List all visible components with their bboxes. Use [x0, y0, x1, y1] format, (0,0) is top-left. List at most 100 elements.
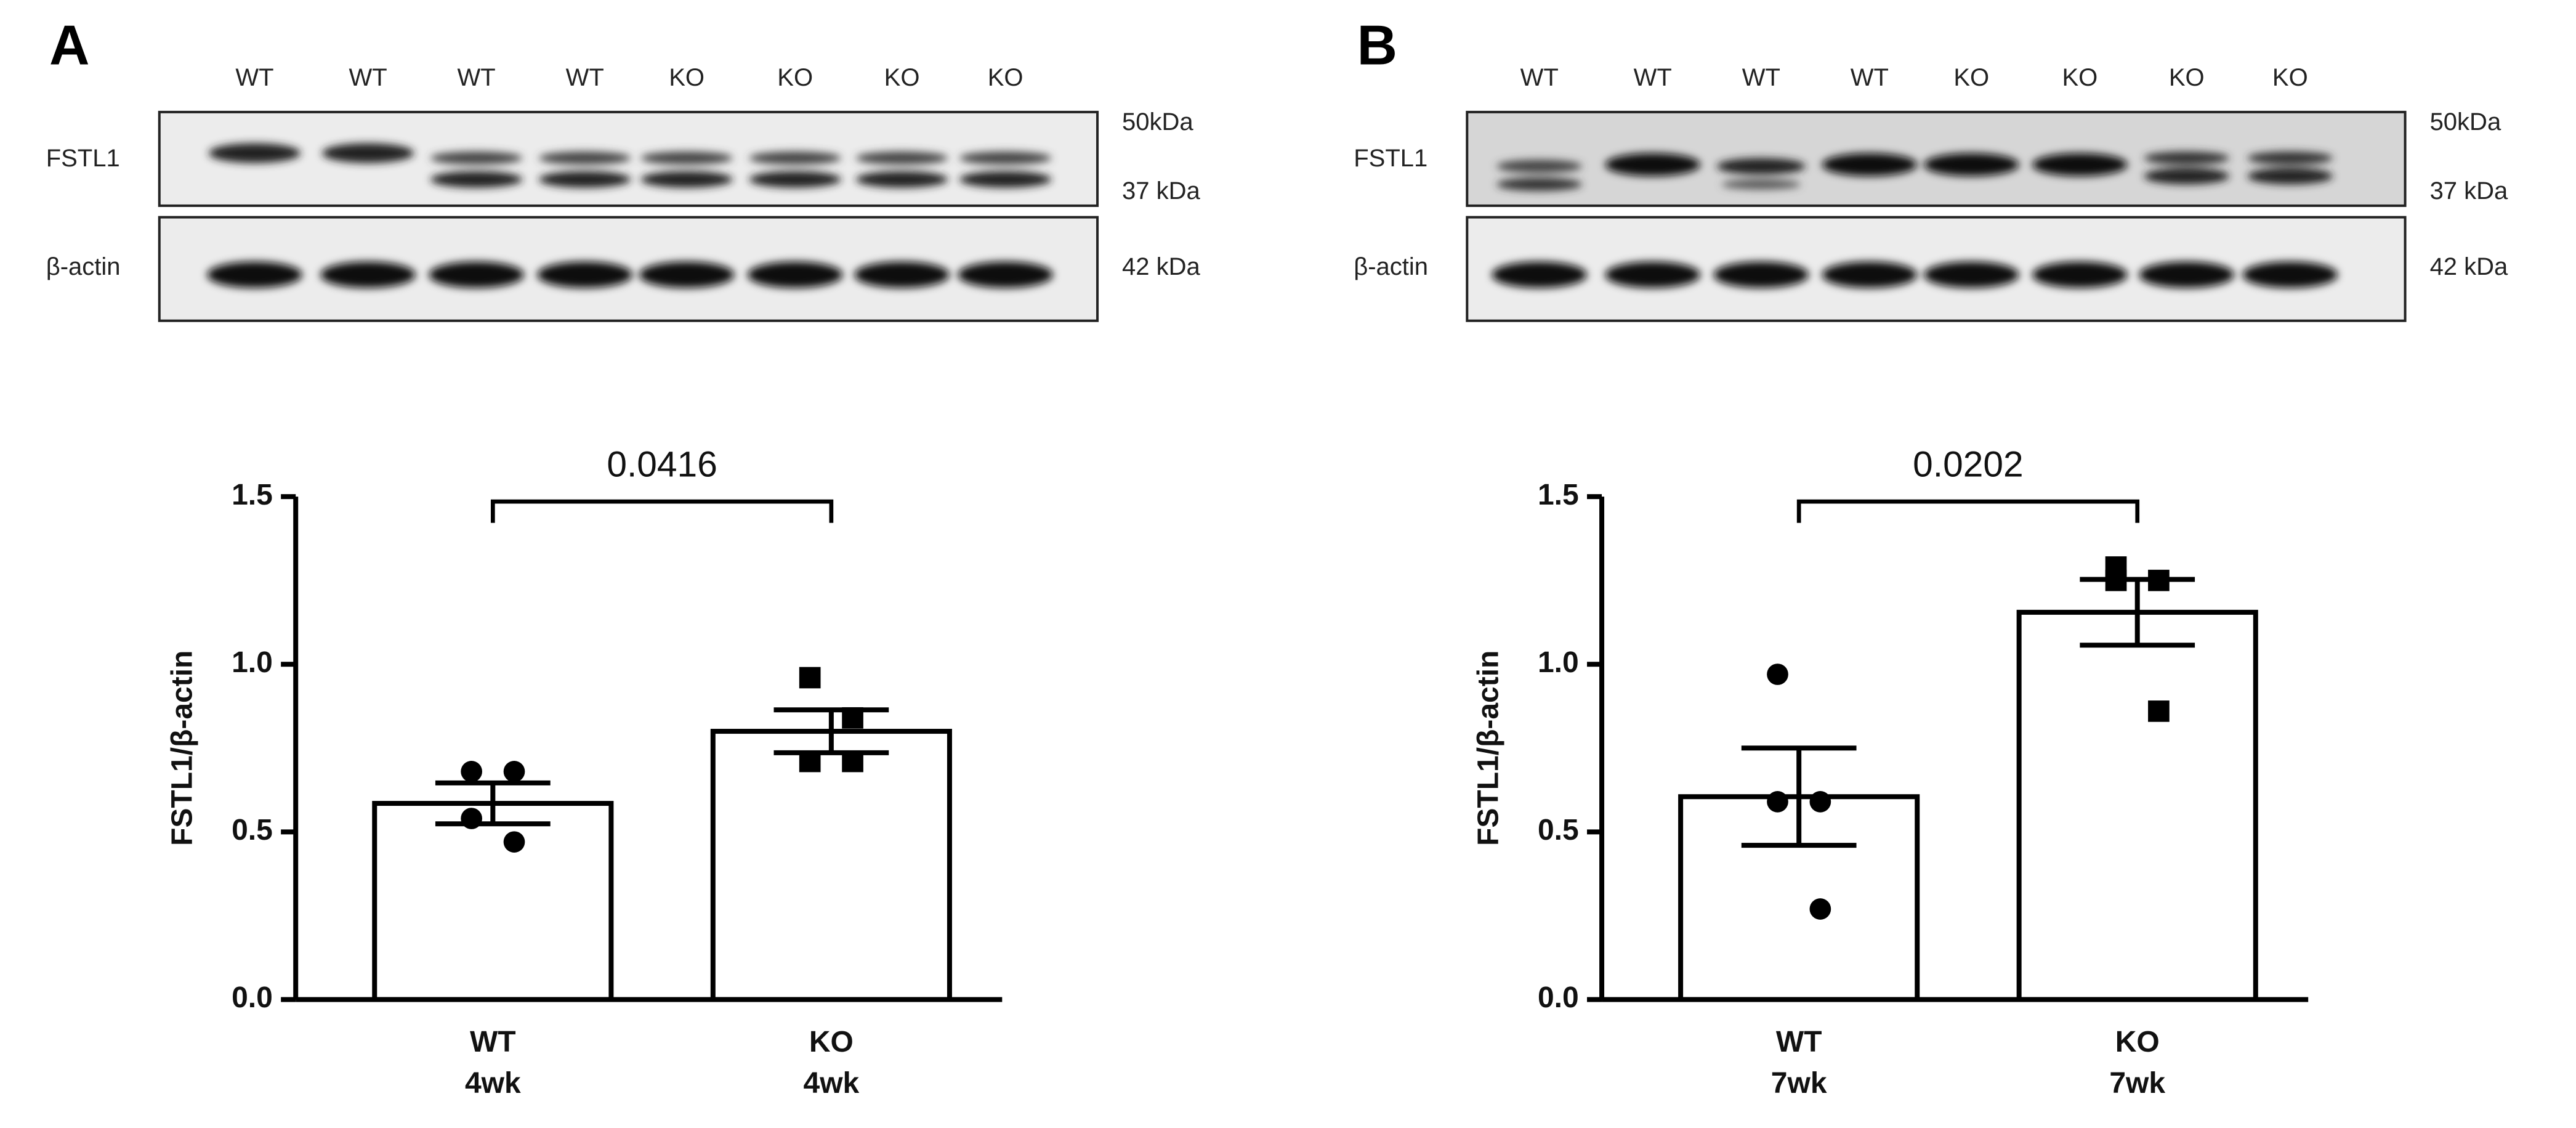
band: [1605, 261, 1701, 288]
band: [2032, 153, 2128, 176]
x-tick-label: KO: [809, 1026, 854, 1058]
y-tick-label: 0.5: [1538, 814, 1579, 846]
band: [2242, 261, 2338, 288]
lane-label: KO: [669, 64, 705, 91]
lane-label: KO: [2062, 64, 2098, 91]
band: [320, 261, 416, 288]
band: [855, 171, 948, 188]
band: [430, 171, 523, 188]
band: [1716, 158, 1806, 175]
error-bar: [1741, 745, 1857, 848]
band: [640, 151, 733, 165]
band: [430, 151, 523, 165]
marker-label: 42 kDa: [2430, 253, 2508, 280]
band: [640, 171, 733, 188]
data-point: [2148, 700, 2170, 722]
lane-label: KO: [777, 64, 813, 91]
y-tick-label: 0.0: [232, 981, 273, 1014]
band: [2144, 151, 2230, 165]
band: [1822, 261, 1918, 288]
data-point: [503, 831, 525, 853]
band: [2144, 168, 2230, 185]
data-point: [842, 707, 863, 729]
x-tick-label: 7wk: [1771, 1067, 1827, 1100]
data-point: [461, 808, 482, 829]
band: [749, 171, 841, 188]
data-point: [2148, 569, 2170, 591]
x-tick-label: 4wk: [804, 1067, 860, 1100]
bands: [207, 143, 1054, 288]
x-tick-label: 4wk: [465, 1067, 521, 1100]
bar: [372, 801, 614, 1002]
significance-bracket: [490, 499, 834, 523]
lane-label: WT: [235, 64, 273, 91]
band: [2032, 261, 2128, 288]
lane-label: KO: [988, 64, 1024, 91]
band: [854, 261, 950, 288]
band: [1923, 153, 2019, 176]
band: [1713, 261, 1809, 288]
band: [2247, 168, 2333, 185]
band: [2247, 151, 2333, 165]
lane-label: WT: [566, 64, 604, 91]
band: [958, 261, 1054, 288]
panel-label: B: [1357, 14, 1398, 76]
y-axis-label: FSTL1/β-actin: [1472, 651, 1504, 846]
band: [1492, 261, 1588, 288]
x-tick-label: WT: [1776, 1026, 1822, 1058]
data-point: [1767, 663, 1788, 685]
data-point: [1809, 898, 1831, 920]
band: [1496, 177, 1583, 191]
significance-bracket: [1796, 499, 2140, 523]
band: [959, 151, 1052, 165]
band: [1605, 153, 1701, 176]
lane-label: WT: [1520, 64, 1559, 91]
bands: [1492, 151, 2338, 288]
band: [208, 143, 301, 163]
data-point: [799, 667, 821, 689]
band: [747, 261, 843, 288]
protein-label: FSTL1: [46, 145, 120, 172]
data-point: [799, 750, 821, 773]
panel-label: A: [49, 14, 89, 76]
lane-label: WT: [349, 64, 387, 91]
marker-label: 37 kDa: [2430, 177, 2508, 205]
error-bar: [773, 707, 889, 755]
y-tick-label: 1.5: [232, 479, 273, 511]
band: [959, 171, 1052, 188]
lane-label: KO: [884, 64, 920, 91]
lane-label: WT: [1634, 64, 1672, 91]
blot-box: [158, 216, 1099, 322]
marker-label: 50kDa: [1122, 108, 1193, 136]
protein-label: β-actin: [46, 253, 121, 280]
protein-label: FSTL1: [1354, 145, 1427, 172]
band: [1822, 153, 1918, 176]
band: [1721, 179, 1801, 190]
band: [855, 151, 948, 165]
error-bar: [435, 780, 551, 827]
bar: [2016, 609, 2258, 1002]
band: [207, 261, 302, 288]
data-point: [2105, 556, 2127, 578]
y-tick-label: 0.5: [232, 814, 273, 846]
lane-label: WT: [458, 64, 496, 91]
band: [537, 261, 633, 288]
protein-label: β-actin: [1354, 253, 1428, 280]
lane-label: KO: [2272, 64, 2308, 91]
data-point: [1767, 791, 1788, 813]
band: [1923, 261, 2019, 288]
data-point: [461, 761, 482, 782]
band: [539, 171, 631, 188]
bar: [710, 729, 952, 1002]
p-value: 0.0202: [1913, 445, 2024, 485]
marker-label: 42 kDa: [1122, 253, 1200, 280]
lane-label: KO: [2169, 64, 2205, 91]
y-tick-label: 1.0: [1538, 646, 1579, 679]
band: [2139, 261, 2235, 288]
marker-label: 37 kDa: [1122, 177, 1200, 205]
lane-label: WT: [1742, 64, 1780, 91]
y-tick-label: 1.5: [1538, 479, 1579, 511]
lane-label: WT: [1851, 64, 1889, 91]
band: [749, 151, 841, 165]
band: [539, 151, 631, 165]
